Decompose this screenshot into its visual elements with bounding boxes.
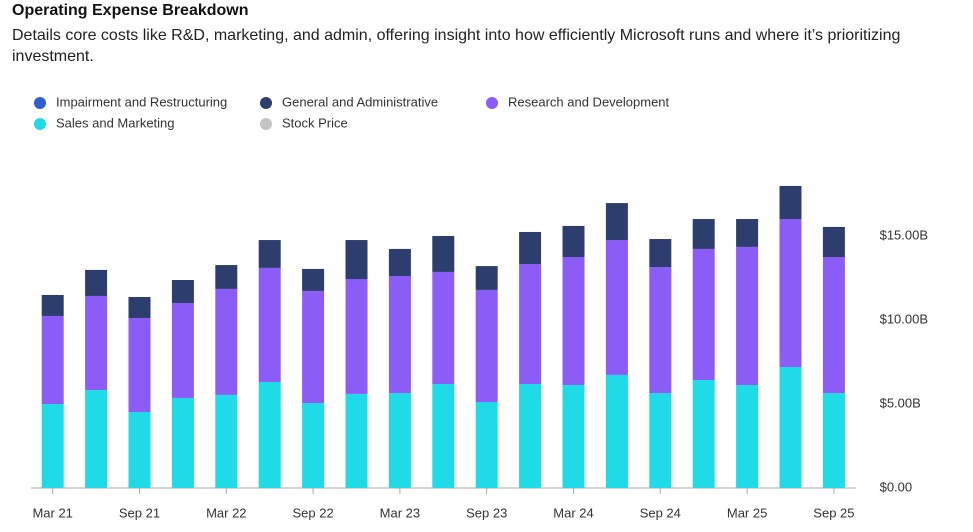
bar-segment xyxy=(258,267,281,382)
x-tick-label: Sep 22 xyxy=(292,505,333,520)
bar-segment xyxy=(258,381,281,488)
bar-segment xyxy=(562,257,585,386)
y-tick-label: $10.00B xyxy=(880,311,928,326)
x-tick-label: Sep 23 xyxy=(466,505,507,520)
bar-segment xyxy=(41,315,64,404)
legend-marker xyxy=(34,118,46,130)
bar-segment xyxy=(519,264,542,385)
x-tick-label: Mar 24 xyxy=(553,505,593,520)
x-tick-label: Sep 21 xyxy=(119,505,160,520)
legend-label: Stock Price xyxy=(282,115,348,130)
bar-segment xyxy=(475,266,498,290)
bar-segment xyxy=(519,231,542,265)
bar-segment xyxy=(345,393,368,488)
bar-segment xyxy=(345,279,368,394)
bar-segment xyxy=(41,404,64,488)
bar-segment xyxy=(85,295,108,391)
y-tick-label: $5.00B xyxy=(880,395,921,410)
bar-segment xyxy=(171,303,194,398)
bar-segment xyxy=(258,240,281,268)
legend-label: General and Administrative xyxy=(282,94,438,109)
legend-marker xyxy=(34,97,46,109)
bar-segment xyxy=(649,267,672,394)
bar-segment xyxy=(128,317,151,413)
x-tick-label: Sep 24 xyxy=(640,505,681,520)
bar-segment xyxy=(475,289,498,402)
bar-segment xyxy=(649,239,672,268)
bar-segment xyxy=(822,257,845,394)
bar-segment xyxy=(215,288,238,395)
bar-segment xyxy=(171,280,194,304)
bar-segment xyxy=(215,265,238,289)
bar-segment xyxy=(171,397,194,488)
bar-segment xyxy=(692,379,715,488)
bar-segment xyxy=(692,248,715,380)
legend-label: Impairment and Restructuring xyxy=(56,94,227,109)
bar-segment xyxy=(562,385,585,488)
x-tick-label: Mar 23 xyxy=(380,505,420,520)
bar-segment xyxy=(779,219,802,368)
bar-segment xyxy=(215,394,238,488)
bar-segment xyxy=(822,226,845,257)
legend-label: Research and Development xyxy=(508,94,670,109)
legend-marker xyxy=(260,118,272,130)
bar-segment xyxy=(736,246,759,386)
chart-title: Operating Expense Breakdown xyxy=(12,2,249,19)
bar-segment xyxy=(302,290,325,403)
legend-marker xyxy=(486,97,498,109)
bar-segment xyxy=(649,393,672,488)
x-tick-label: Mar 25 xyxy=(727,505,767,520)
bar-segment xyxy=(736,385,759,488)
bar-segment xyxy=(388,393,411,488)
bar-segment xyxy=(85,269,108,296)
bar-segment xyxy=(519,384,542,488)
bar-segment xyxy=(432,271,455,385)
bar-segment xyxy=(475,401,498,488)
bar-segment xyxy=(388,275,411,394)
bar-segment xyxy=(779,367,802,488)
bar-segment xyxy=(128,296,151,318)
bar-segment xyxy=(302,402,325,488)
x-tick-label: Sep 25 xyxy=(813,505,854,520)
chart-subtitle: Details core costs like R&D, marketing, … xyxy=(12,27,901,65)
bar-segment xyxy=(822,393,845,488)
bar-segment xyxy=(605,374,628,488)
x-tick-label: Mar 21 xyxy=(32,505,72,520)
y-tick-label: $15.00B xyxy=(880,227,928,242)
bar-segment xyxy=(692,219,715,249)
bar-segment xyxy=(432,384,455,488)
bar-segment xyxy=(605,240,628,375)
bar-segment xyxy=(345,240,368,280)
bar-segment xyxy=(128,412,151,488)
bar-segment xyxy=(85,390,108,488)
bar-segment xyxy=(388,248,411,276)
bar-segment xyxy=(736,219,759,247)
bar-segment xyxy=(302,268,325,291)
bar-segment xyxy=(562,225,585,257)
bar-segment xyxy=(432,236,455,272)
x-tick-label: Mar 22 xyxy=(206,505,246,520)
bar-segment xyxy=(779,185,802,220)
bar-segment xyxy=(605,203,628,241)
bar-segment xyxy=(41,294,64,316)
legend-label: Sales and Marketing xyxy=(56,115,175,130)
legend-marker xyxy=(260,97,272,109)
y-tick-label: $0.00 xyxy=(880,479,913,494)
